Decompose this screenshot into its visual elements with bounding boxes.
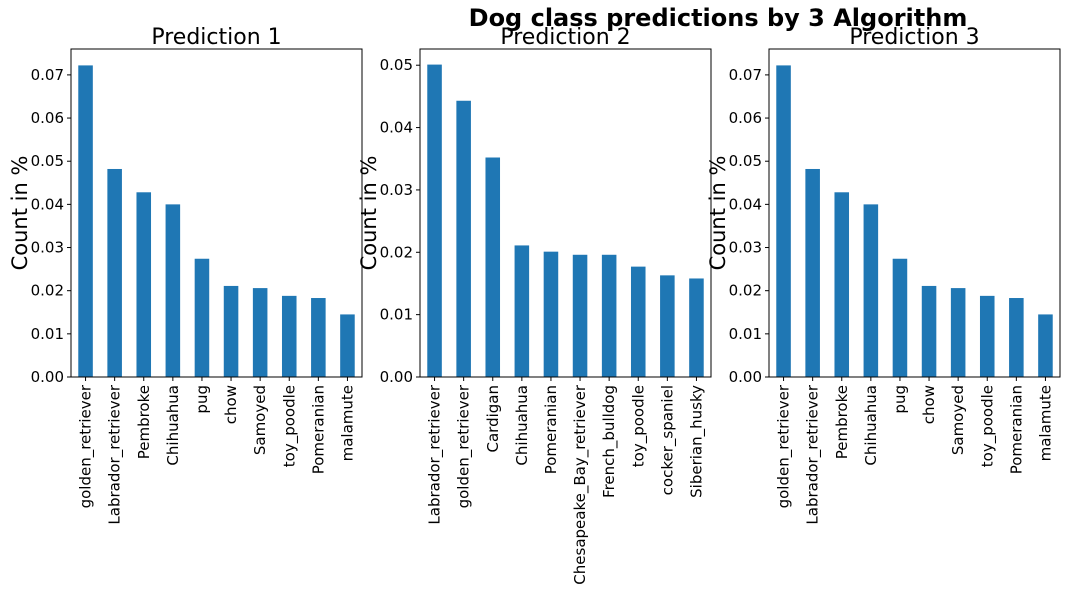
y-tick-label: 0.00	[729, 368, 762, 386]
y-tick-label: 0.07	[729, 66, 762, 84]
y-tick-label: 0.01	[729, 325, 762, 343]
bar-labrador-retriever	[427, 64, 442, 377]
bar-pug	[194, 258, 210, 377]
bar-pug	[892, 258, 908, 377]
bar-pomeranian	[311, 298, 326, 377]
y-axis-label: Count in %	[706, 156, 730, 271]
chart-title: Prediction 1	[151, 25, 281, 50]
x-tick-label: Chesapeake_Bay_retriever	[571, 384, 590, 585]
y-tick-label: 0.05	[380, 56, 413, 74]
figure-title: Dog class predictions by 3 Algorithm	[469, 4, 968, 32]
bar-golden-retriever	[78, 65, 93, 378]
y-tick-label: 0.06	[729, 109, 762, 127]
x-tick-label: Pembroke	[135, 385, 153, 459]
y-tick-label: 0.04	[729, 195, 762, 213]
x-tick-label: Pomeranian	[1007, 385, 1025, 474]
y-tick-label: 0.02	[380, 243, 413, 261]
y-tick-label: 0.06	[31, 109, 64, 127]
x-tick-label: chow	[222, 385, 240, 424]
x-tick-label: toy_poodle	[978, 385, 997, 467]
bar-toy-poodle	[979, 295, 995, 377]
y-tick-label: 0.03	[380, 181, 413, 199]
x-tick-label: Pembroke	[833, 385, 851, 459]
y-tick-label: 0.01	[380, 306, 413, 324]
bar-cardigan	[485, 157, 501, 377]
y-axis-label: Count in %	[8, 156, 32, 271]
x-tick-label: Labrador_retriever	[106, 384, 125, 524]
chart-title: Prediction 2	[500, 25, 630, 50]
x-tick-label: toy_poodle	[629, 385, 648, 467]
x-tick-label: pug	[891, 385, 909, 414]
x-tick-label: malamute	[338, 385, 356, 461]
x-tick-label: chow	[920, 385, 938, 424]
bar-toy-poodle	[281, 295, 297, 377]
y-tick-label: 0.07	[31, 66, 64, 84]
bar-labrador-retriever	[107, 168, 122, 377]
y-tick-label: 0.00	[380, 368, 413, 386]
x-tick-label: Labrador_retriever	[804, 384, 823, 524]
bar-malamute	[340, 314, 355, 377]
bar-chihuahua	[514, 245, 530, 377]
plot-frame	[70, 48, 363, 378]
bar-pembroke	[834, 192, 850, 377]
x-tick-label: Chihuahua	[862, 385, 880, 466]
bar-golden-retriever	[776, 65, 791, 378]
bar-chihuahua	[165, 204, 181, 377]
chart-title: Prediction 3	[849, 25, 979, 50]
y-tick-label: 0.03	[729, 239, 762, 257]
x-tick-label: toy_poodle	[280, 385, 299, 467]
y-tick-label: 0.02	[729, 282, 762, 300]
y-tick-label: 0.00	[31, 368, 64, 386]
y-axis-label: Count in %	[357, 156, 381, 271]
bar-cocker-spaniel	[660, 275, 675, 377]
x-tick-label: Chihuahua	[513, 385, 531, 466]
plot-frame	[768, 48, 1061, 378]
x-tick-label: Pomeranian	[309, 385, 327, 474]
bar-chow	[921, 285, 937, 377]
x-tick-label: golden_retriever	[775, 384, 794, 508]
y-tick-label: 0.03	[31, 239, 64, 257]
x-tick-label: pug	[193, 385, 211, 414]
bar-golden-retriever	[456, 100, 471, 377]
bar-chihuahua	[863, 204, 879, 377]
x-tick-label: Pomeranian	[542, 385, 560, 474]
x-tick-label: Samoyed	[949, 385, 967, 455]
x-tick-label: Cardigan	[484, 385, 502, 452]
bar-samoyed	[950, 288, 966, 377]
x-tick-label: Labrador_retriever	[426, 384, 445, 524]
y-tick-label: 0.05	[729, 152, 762, 170]
bar-siberian-husky	[689, 278, 704, 377]
y-tick-label: 0.04	[31, 195, 64, 213]
bar-samoyed	[252, 288, 268, 377]
bar-french-bulldog	[601, 254, 617, 377]
bar-pomeranian	[543, 251, 559, 377]
x-tick-label: golden_retriever	[77, 384, 96, 508]
x-tick-label: cocker_spaniel	[658, 385, 677, 495]
y-tick-label: 0.01	[31, 325, 64, 343]
x-tick-label: Samoyed	[251, 385, 269, 455]
x-tick-label: Siberian_husky	[687, 385, 706, 498]
bar-malamute	[1038, 314, 1053, 377]
y-tick-label: 0.04	[380, 119, 413, 137]
x-tick-label: malamute	[1036, 385, 1054, 461]
bar-chow	[223, 285, 239, 377]
plot-frame	[419, 48, 712, 378]
x-tick-label: golden_retriever	[455, 384, 474, 508]
bar-chesapeake-bay-retriever	[572, 254, 588, 377]
bar-labrador-retriever	[805, 168, 820, 377]
bar-pomeranian	[1009, 298, 1024, 377]
x-tick-label: French_bulldog	[600, 385, 619, 498]
x-tick-label: Chihuahua	[164, 385, 182, 466]
bar-toy-poodle	[630, 266, 646, 377]
bar-pembroke	[136, 192, 152, 377]
y-tick-label: 0.05	[31, 152, 64, 170]
y-tick-label: 0.02	[31, 282, 64, 300]
